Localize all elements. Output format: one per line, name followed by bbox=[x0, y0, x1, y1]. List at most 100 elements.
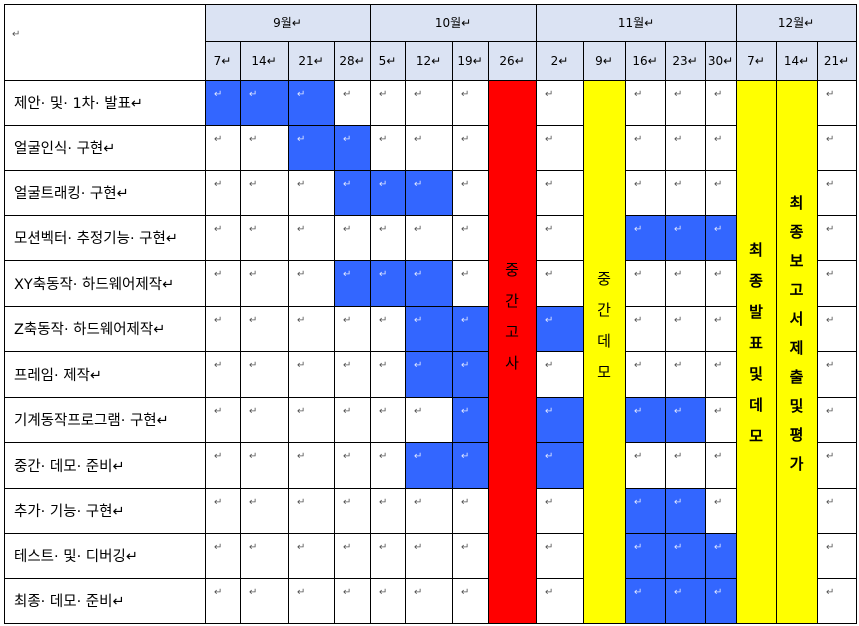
grid-line-vertical bbox=[370, 4, 371, 624]
cell-paragraph-mark: ↵ bbox=[343, 179, 352, 190]
cell-paragraph-mark: ↵ bbox=[674, 179, 683, 190]
task-label: 얼굴인식· 구현↵ bbox=[14, 141, 116, 157]
cell-paragraph-mark: ↵ bbox=[674, 269, 683, 280]
cell-paragraph-mark: ↵ bbox=[634, 89, 643, 100]
cell-paragraph-mark: ↵ bbox=[634, 406, 643, 417]
band-char: 최 bbox=[749, 241, 763, 259]
month-header: 9월↵ bbox=[273, 16, 302, 30]
cell-paragraph-mark: ↵ bbox=[826, 497, 835, 508]
grid-line-vertical bbox=[776, 41, 777, 624]
cell-paragraph-mark: ↵ bbox=[826, 587, 835, 598]
cell-paragraph-mark: ↵ bbox=[545, 269, 554, 280]
month-header: 10월↵ bbox=[434, 16, 472, 30]
task-label: XY축동작· 하드웨어제작↵ bbox=[14, 276, 175, 293]
grid-line-horizontal bbox=[4, 260, 488, 261]
cell-paragraph-mark: ↵ bbox=[343, 269, 352, 280]
schedule-bar bbox=[536, 442, 583, 488]
cell-paragraph-mark: ↵ bbox=[714, 587, 723, 598]
grid-line-vertical bbox=[452, 41, 453, 624]
grid-line-horizontal bbox=[536, 215, 583, 216]
grid-line-vertical bbox=[205, 4, 206, 624]
cell-paragraph-mark: ↵ bbox=[379, 89, 388, 100]
cell-paragraph-mark: ↵ bbox=[343, 542, 352, 553]
cell-paragraph-mark: ↵ bbox=[214, 224, 223, 235]
schedule-bar bbox=[536, 397, 583, 442]
schedule-bar bbox=[405, 442, 452, 488]
week-header: 21↵ bbox=[298, 53, 324, 68]
cell-paragraph-mark: ↵ bbox=[714, 497, 723, 508]
grid-line-horizontal bbox=[536, 125, 583, 126]
cell-paragraph-mark: ↵ bbox=[461, 224, 470, 235]
cell-paragraph-mark: ↵ bbox=[826, 406, 835, 417]
cell-paragraph-mark: ↵ bbox=[343, 89, 352, 100]
grid-line-horizontal bbox=[817, 578, 856, 579]
cell-paragraph-mark: ↵ bbox=[414, 179, 423, 190]
week-header: 9↵ bbox=[595, 53, 613, 68]
cell-paragraph-mark: ↵ bbox=[379, 315, 388, 326]
cell-paragraph-mark: ↵ bbox=[674, 587, 683, 598]
schedule-bar bbox=[665, 488, 705, 533]
cell-paragraph-mark: ↵ bbox=[634, 315, 643, 326]
cell-paragraph-mark: ↵ bbox=[545, 315, 554, 326]
band-char: 간 bbox=[505, 292, 519, 310]
schedule-bar bbox=[288, 80, 334, 125]
grid-line-vertical bbox=[856, 4, 857, 624]
schedule-bar bbox=[625, 215, 665, 260]
cell-paragraph-mark: ↵ bbox=[343, 451, 352, 462]
cell-paragraph-mark: ↵ bbox=[249, 134, 258, 145]
cell-paragraph-mark: ↵ bbox=[545, 134, 554, 145]
week-header: 2↵ bbox=[550, 53, 569, 68]
schedule-bar bbox=[705, 578, 736, 623]
band-char: 및 bbox=[749, 365, 763, 383]
grid-line-vertical bbox=[488, 41, 489, 624]
cell-paragraph-mark: ↵ bbox=[343, 224, 352, 235]
cell-paragraph-mark: ↵ bbox=[214, 315, 223, 326]
header-background bbox=[205, 4, 856, 80]
cell-paragraph-mark: ↵ bbox=[414, 542, 423, 553]
event-band bbox=[736, 80, 776, 623]
cell-paragraph-mark: ↵ bbox=[634, 269, 643, 280]
cell-paragraph-mark: ↵ bbox=[826, 360, 835, 371]
task-label: 추가· 기능· 구현↵ bbox=[14, 504, 125, 520]
band-char: 데 bbox=[749, 396, 763, 414]
grid-line-vertical bbox=[736, 4, 737, 624]
cell-paragraph-mark: ↵ bbox=[297, 542, 306, 553]
grid-line-horizontal bbox=[625, 306, 736, 307]
grid-line-horizontal bbox=[625, 442, 736, 443]
event-band bbox=[488, 80, 536, 623]
grid-line-vertical bbox=[4, 4, 5, 624]
band-char: 서 bbox=[789, 310, 804, 328]
week-header: 30↵ bbox=[707, 53, 734, 68]
band-char: 종 bbox=[789, 223, 804, 241]
grid-line-horizontal bbox=[625, 578, 736, 579]
schedule-bar bbox=[625, 533, 665, 578]
schedule-bar bbox=[665, 397, 705, 442]
week-header: 28↵ bbox=[339, 53, 365, 68]
cell-paragraph-mark: ↵ bbox=[826, 89, 835, 100]
cell-paragraph-mark: ↵ bbox=[297, 360, 306, 371]
grid-line-horizontal bbox=[817, 442, 856, 443]
cell-paragraph-mark: ↵ bbox=[634, 360, 643, 371]
schedule-bar bbox=[625, 578, 665, 623]
grid-line-vertical bbox=[536, 4, 537, 624]
schedule-bar bbox=[288, 125, 334, 170]
grid-line-vertical bbox=[240, 41, 241, 624]
grid-line-vertical bbox=[288, 41, 289, 624]
grid-line-horizontal bbox=[817, 351, 856, 352]
grid-line-horizontal bbox=[536, 351, 583, 352]
schedule-bar bbox=[334, 125, 370, 170]
band-char: 모 bbox=[749, 427, 763, 445]
schedule-bar bbox=[665, 533, 705, 578]
grid-line-horizontal bbox=[4, 623, 856, 624]
cell-paragraph-mark: ↵ bbox=[343, 497, 352, 508]
cell-paragraph-mark: ↵ bbox=[343, 134, 352, 145]
cell-paragraph-mark: ↵ bbox=[461, 406, 470, 417]
cell-paragraph-mark: ↵ bbox=[545, 542, 554, 553]
cell-paragraph-mark: ↵ bbox=[379, 406, 388, 417]
schedule-bar bbox=[705, 533, 736, 578]
cell-paragraph-mark: ↵ bbox=[249, 269, 258, 280]
cell-paragraph-mark: ↵ bbox=[214, 134, 223, 145]
event-band bbox=[583, 80, 625, 623]
cell-paragraph-mark: ↵ bbox=[634, 224, 643, 235]
cell-paragraph-mark: ↵ bbox=[674, 497, 683, 508]
